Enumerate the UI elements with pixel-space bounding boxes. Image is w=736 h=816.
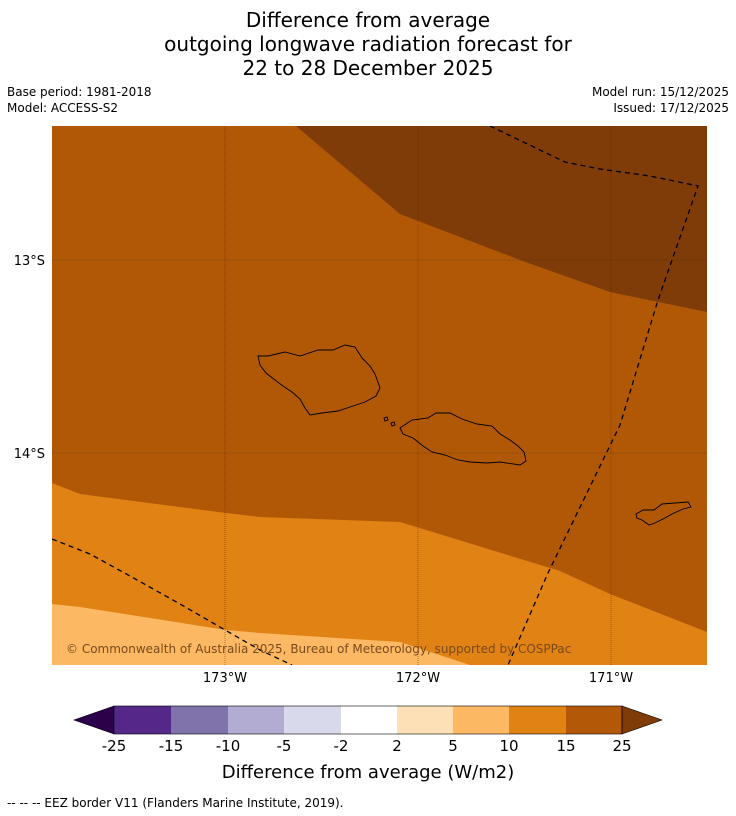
map-title: Difference from average outgoing longwav… xyxy=(0,8,736,80)
lat-label-13s: 13°S xyxy=(14,254,45,269)
colorbar: -25 -15 -10 -5 -2 2 5 10 15 25 Differenc… xyxy=(73,705,663,783)
colorbar-segment xyxy=(509,706,566,734)
axis-labels: 173°W 172°W 171°W 13°S 14°S xyxy=(14,254,634,686)
anomaly-band-5-10 xyxy=(52,604,470,665)
colorbar-segment xyxy=(566,706,622,734)
colorbar-segment xyxy=(114,706,171,734)
base-period: Base period: 1981-2018 xyxy=(7,85,152,99)
anomaly-band-25-plus xyxy=(296,126,707,312)
model-run: Model run: 15/12/2025 xyxy=(591,85,729,99)
title-line-3: 22 to 28 December 2025 xyxy=(242,56,494,80)
colorbar-outline xyxy=(113,705,623,735)
colorbar-tick: -10 xyxy=(216,737,241,755)
colorbar-tick: 15 xyxy=(556,737,575,755)
colorbar-tick: -2 xyxy=(334,737,349,755)
title-line-2: outgoing longwave radiation forecast for xyxy=(164,32,572,56)
eez-border xyxy=(52,126,699,665)
lon-label-173w: 173°W xyxy=(203,671,247,686)
savaii-island xyxy=(257,344,381,416)
upolu-island xyxy=(399,412,527,466)
meta-left: Base period: 1981-2018 Model: ACCESS-S2 xyxy=(7,84,152,116)
lon-label-171w: 171°W xyxy=(589,671,633,686)
tutuila-island xyxy=(635,501,692,526)
colorbar-tick: -5 xyxy=(277,737,292,755)
apolima-island xyxy=(390,421,396,427)
colorbar-tick: 10 xyxy=(499,737,518,755)
map-panel: © Commonwealth of Australia 2025, Bureau… xyxy=(52,126,707,665)
copyright-notice: © Commonwealth of Australia 2025, Bureau… xyxy=(66,642,571,656)
colorbar-segment xyxy=(397,706,453,734)
colorbar-tick: -25 xyxy=(102,737,127,755)
meta-right: Model run: 15/12/2025 Issued: 17/12/2025 xyxy=(592,84,729,116)
manono-island xyxy=(383,416,389,422)
colorbar-min-extension xyxy=(73,705,115,735)
lon-label-172w: 172°W xyxy=(396,671,440,686)
model-name: Model: ACCESS-S2 xyxy=(7,101,119,115)
colorbar-segment xyxy=(341,706,397,734)
colorbar-tick: -15 xyxy=(159,737,184,755)
colorbar-tick: 2 xyxy=(392,737,402,755)
colorbar-tick: 5 xyxy=(448,737,458,755)
anomaly-band-10-15 xyxy=(52,483,707,665)
eez-legend-note: -- -- -- EEZ border V11 (Flanders Marine… xyxy=(7,796,344,810)
colorbar-segment xyxy=(171,706,228,734)
colorbar-segment xyxy=(453,706,509,734)
lat-label-14s: 14°S xyxy=(14,447,45,462)
colorbar-title: Difference from average (W/m2) xyxy=(222,762,514,783)
colorbar-max-extension xyxy=(621,705,663,735)
colorbar-segment xyxy=(284,706,341,734)
colorbar-segment xyxy=(228,706,284,734)
colorbar-tick: 25 xyxy=(612,737,631,755)
title-line-1: Difference from average xyxy=(245,8,491,32)
issued-date: Issued: 17/12/2025 xyxy=(613,101,729,115)
islands xyxy=(257,344,692,526)
